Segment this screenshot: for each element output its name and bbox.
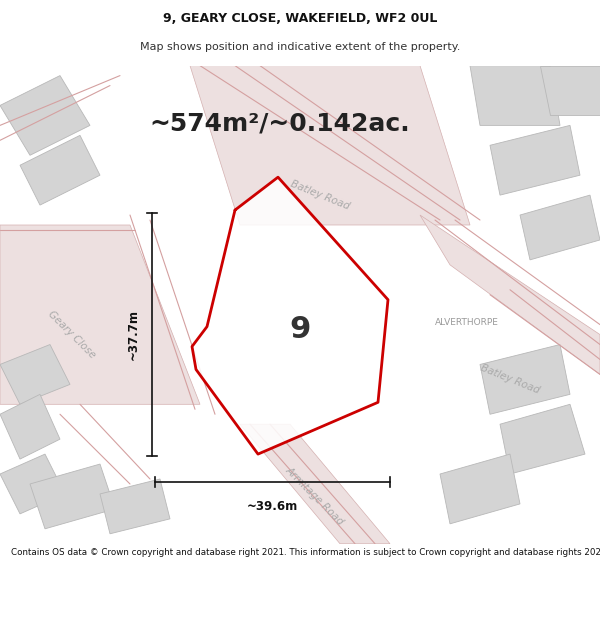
Polygon shape (480, 344, 570, 414)
Text: Batley Road: Batley Road (479, 363, 541, 396)
Polygon shape (0, 76, 90, 155)
Polygon shape (540, 66, 600, 116)
Text: ~39.6m: ~39.6m (247, 500, 298, 513)
Polygon shape (190, 66, 470, 225)
Polygon shape (30, 464, 115, 529)
Polygon shape (500, 404, 585, 474)
Text: ALVERTHORPE: ALVERTHORPE (435, 318, 499, 327)
Polygon shape (420, 215, 600, 374)
Polygon shape (0, 394, 60, 459)
Text: Batley Road: Batley Road (289, 179, 351, 211)
Text: ~574m²/~0.142ac.: ~574m²/~0.142ac. (149, 111, 410, 136)
Text: Map shows position and indicative extent of the property.: Map shows position and indicative extent… (140, 42, 460, 52)
Polygon shape (0, 454, 65, 514)
Polygon shape (490, 126, 580, 195)
Polygon shape (0, 344, 70, 404)
Polygon shape (440, 454, 520, 524)
Polygon shape (520, 195, 600, 260)
Text: 9: 9 (289, 315, 311, 344)
Text: Armitage Road: Armitage Road (284, 465, 346, 527)
Text: 9, GEARY CLOSE, WAKEFIELD, WF2 0UL: 9, GEARY CLOSE, WAKEFIELD, WF2 0UL (163, 12, 437, 25)
Polygon shape (0, 225, 200, 404)
Polygon shape (192, 177, 388, 454)
Text: Geary Close: Geary Close (46, 309, 98, 360)
Text: Contains OS data © Crown copyright and database right 2021. This information is : Contains OS data © Crown copyright and d… (11, 548, 600, 557)
Polygon shape (240, 424, 390, 544)
Polygon shape (100, 479, 170, 534)
Polygon shape (470, 66, 560, 126)
Text: ~37.7m: ~37.7m (127, 309, 140, 360)
Polygon shape (20, 136, 100, 205)
